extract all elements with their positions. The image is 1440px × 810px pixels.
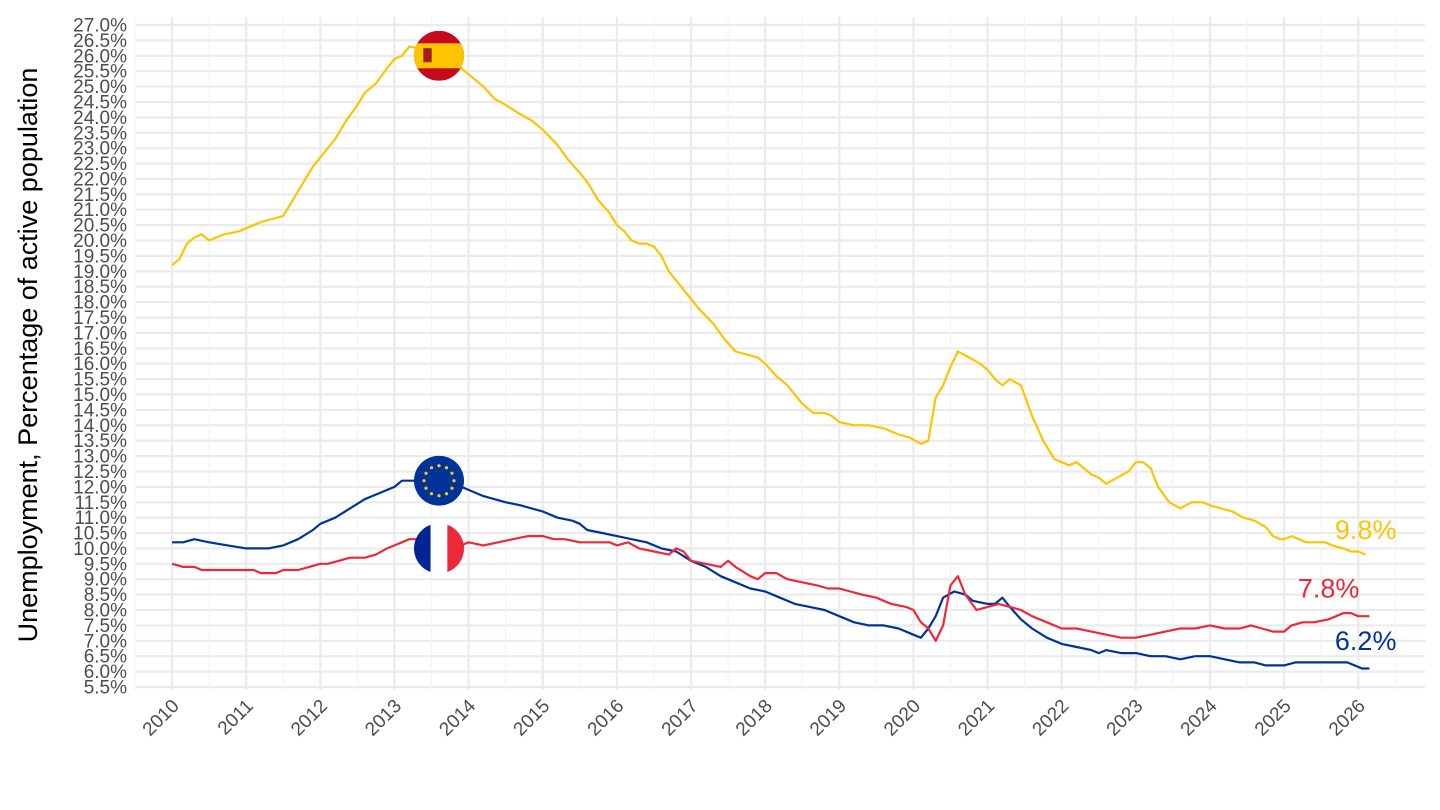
eu-flag-icon — [414, 455, 464, 506]
x-tick-label: 2016 — [584, 696, 629, 741]
y-tick-label: 11.0% — [75, 508, 128, 529]
y-tick-label: 12.5% — [73, 462, 127, 483]
y-tick-label: 19.0% — [73, 262, 127, 283]
y-tick-label: 22.5% — [73, 154, 127, 175]
spain-flag-icon — [414, 30, 464, 81]
y-tick-label: 8.0% — [84, 601, 127, 622]
y-tick-label: 20.5% — [73, 216, 127, 237]
y-tick-label: 27.0% — [73, 16, 127, 37]
y-tick-label: 26.0% — [73, 46, 127, 67]
y-tick-label: 8.5% — [84, 585, 127, 606]
x-tick-label: 2013 — [361, 696, 406, 741]
y-tick-label: 16.5% — [73, 339, 127, 360]
x-tick-label: 2010 — [139, 696, 184, 741]
y-tick-label: 12.0% — [73, 477, 127, 498]
x-tick-label: 2015 — [510, 696, 555, 741]
y-tick-label: 24.5% — [73, 92, 127, 113]
x-axis-tick-labels: 2010 2011 2012 2013 2014 2015 2016 2017 2018 2019… — [139, 695, 1370, 740]
x-tick-label: 2023 — [1103, 696, 1148, 741]
y-tick-label: 19.5% — [73, 246, 127, 267]
end-value-labels: 9.8% 7.8% 6.2% — [1298, 515, 1397, 656]
y-tick-label: 26.5% — [73, 31, 127, 52]
y-tick-label: 17.5% — [73, 308, 127, 329]
series-line-spain — [171, 45, 1367, 556]
y-tick-label: 10.5% — [73, 524, 127, 545]
y-tick-label: 14.5% — [73, 400, 127, 421]
y-tick-label: 24.0% — [73, 108, 127, 129]
y-tick-label: 23.0% — [73, 139, 127, 160]
x-tick-label: 2012 — [287, 696, 332, 741]
y-tick-label: 25.5% — [73, 62, 127, 83]
y-tick-label: 14.0% — [73, 416, 127, 437]
y-tick-label: 13.5% — [73, 431, 127, 452]
end-value-label: 9.8% — [1335, 515, 1397, 545]
y-tick-label: 18.5% — [73, 277, 127, 298]
x-tick-label: 2019 — [806, 696, 851, 741]
series-lines — [171, 45, 1370, 670]
end-value-label: 7.8% — [1298, 574, 1360, 604]
flag-markers — [414, 30, 464, 574]
x-tick-label: 2021 — [954, 696, 999, 741]
grid — [134, 17, 1425, 690]
y-tick-label: 15.0% — [73, 385, 127, 406]
x-tick-label: 2014 — [435, 695, 480, 740]
y-tick-label: 9.0% — [84, 570, 127, 591]
y-axis-label: Unemployment, Percentage of active popul… — [13, 68, 43, 643]
x-tick-label: 2020 — [880, 696, 925, 741]
y-tick-label: 21.5% — [73, 185, 127, 206]
y-tick-label: 7.5% — [84, 616, 127, 637]
y-tick-label: 13.0% — [73, 447, 127, 468]
series-line-france — [171, 535, 1370, 642]
y-tick-label: 11.5% — [75, 493, 128, 514]
x-tick-label: 2017 — [658, 696, 703, 741]
y-tick-label: 15.5% — [73, 370, 127, 391]
france-flag-icon — [414, 523, 464, 574]
y-tick-label: 18.0% — [73, 293, 127, 314]
y-tick-label: 9.5% — [84, 554, 127, 575]
y-tick-label: 23.5% — [73, 123, 127, 144]
series-line-euro-area — [172, 479, 1370, 670]
y-tick-label: 17.0% — [73, 323, 127, 344]
y-tick-label: 20.0% — [73, 231, 127, 252]
y-tick-label: 5.5% — [84, 678, 127, 699]
x-tick-label: 2024 — [1177, 695, 1222, 740]
x-tick-label: 2026 — [1325, 696, 1370, 741]
x-tick-label: 2025 — [1251, 696, 1296, 741]
y-tick-label: 22.0% — [73, 169, 127, 190]
y-axis-tick-labels: 5.5%6.0%6.5%7.0%7.5%8.0%8.5%9.0%9.5%10.0… — [73, 16, 127, 699]
y-tick-label: 21.0% — [73, 200, 127, 221]
x-tick-label: 2022 — [1029, 696, 1074, 741]
y-tick-label: 10.0% — [73, 539, 127, 560]
y-tick-label: 6.0% — [84, 662, 127, 683]
y-tick-label: 16.0% — [73, 354, 127, 375]
y-tick-label: 7.0% — [84, 631, 127, 652]
y-tick-label: 25.0% — [73, 77, 127, 98]
x-tick-label: 2011 — [214, 696, 258, 740]
y-tick-label: 6.5% — [84, 647, 127, 668]
x-tick-label: 2018 — [732, 696, 777, 741]
end-value-label: 6.2% — [1335, 626, 1397, 656]
